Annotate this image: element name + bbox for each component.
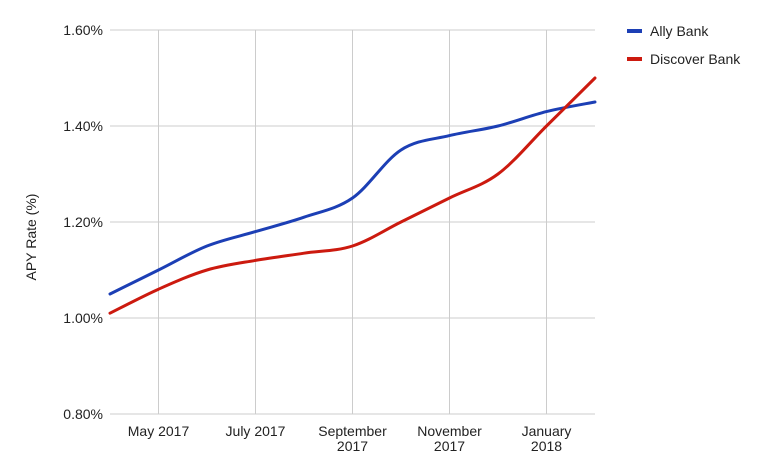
x-tick-label: November	[417, 423, 482, 439]
y-tick-label: 1.20%	[63, 214, 103, 230]
axes: 0.80% 1.00% 1.20% 1.40% 1.60% May 2017 July 20…	[63, 22, 571, 454]
y-tick-label: 1.00%	[63, 310, 103, 326]
series	[108, 76, 597, 315]
grid	[110, 29, 595, 415]
y-tick-label: 1.40%	[63, 118, 103, 134]
x-tick-label: 2017	[337, 438, 368, 454]
legend: Ally Bank Discover Bank	[627, 23, 741, 67]
y-tick-label: 0.80%	[63, 406, 103, 422]
x-tick-label: September	[318, 423, 387, 439]
x-tick-label: 2017	[434, 438, 465, 454]
y-tick-label: 1.60%	[63, 22, 103, 38]
x-tick-label: 2018	[531, 438, 562, 454]
x-tick-label: May 2017	[128, 423, 190, 439]
series-line-discover-bank	[108, 76, 597, 315]
x-tick-label: July 2017	[226, 423, 286, 439]
legend-label-ally-bank: Ally Bank	[650, 23, 709, 39]
y-axis-title: APY Rate (%)	[23, 194, 39, 281]
series-line-ally-bank	[108, 100, 597, 296]
legend-label-discover-bank: Discover Bank	[650, 51, 741, 67]
x-tick-label: January	[522, 423, 572, 439]
